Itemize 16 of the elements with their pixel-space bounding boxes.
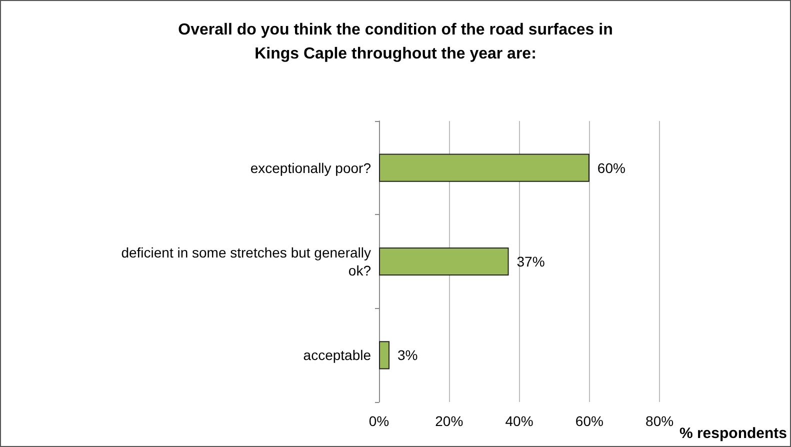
x-tick-label: 20% — [435, 413, 464, 429]
chart-title: Overall do you think the condition of the road surfaces in Kings Caple throughout the year are: — [178, 22, 613, 62]
x-tick-label: 40% — [505, 413, 534, 429]
bar — [379, 247, 509, 276]
x-axis-title: % respondents — [679, 425, 787, 442]
data-label: 60% — [597, 160, 626, 176]
x-tick-label: 60% — [575, 413, 604, 429]
y-tick-label: deficient in some stretches but generally ok? — [121, 244, 372, 278]
y-tick-label: acceptable — [303, 347, 372, 364]
data-label: 3% — [398, 347, 418, 364]
y-tick-label: exceptionally poor? — [250, 160, 372, 176]
data-label: 37% — [516, 254, 545, 270]
x-tick-label: 0% — [368, 413, 390, 429]
bar — [379, 154, 590, 182]
bar — [379, 341, 390, 370]
x-tick-label: 80% — [646, 413, 674, 429]
